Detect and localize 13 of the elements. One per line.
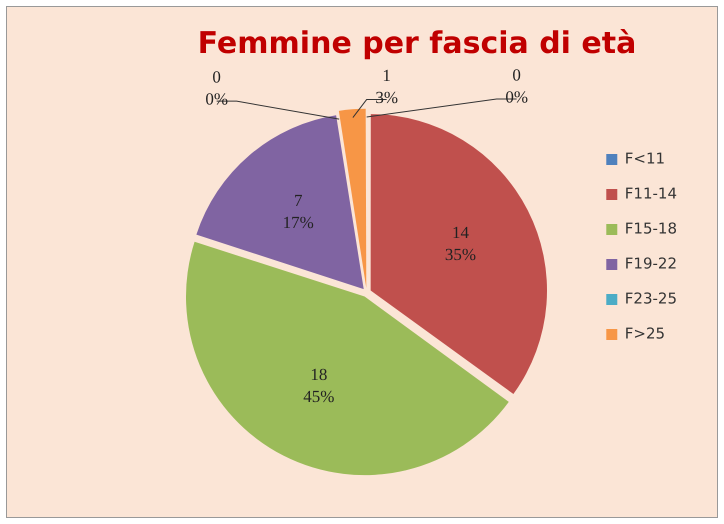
text: 0 0% bbox=[505, 65, 528, 106]
legend-label: F15-18 bbox=[624, 219, 678, 238]
legend-label: F23-25 bbox=[624, 289, 678, 308]
data-label: 18 45% bbox=[303, 364, 334, 406]
data-label: 7 17% bbox=[282, 190, 314, 232]
data-label: 14 35% bbox=[444, 223, 476, 264]
text: 0 0% bbox=[205, 68, 228, 109]
legend-label: F<11 bbox=[624, 149, 666, 168]
data-label: 1 3% bbox=[375, 66, 398, 108]
legend-label: F>25 bbox=[624, 324, 666, 342]
legend-label: F11-14 bbox=[624, 184, 678, 202]
legend-label: F19-22 bbox=[624, 254, 678, 272]
chart-title: Femmine per fascia di età bbox=[198, 26, 636, 61]
